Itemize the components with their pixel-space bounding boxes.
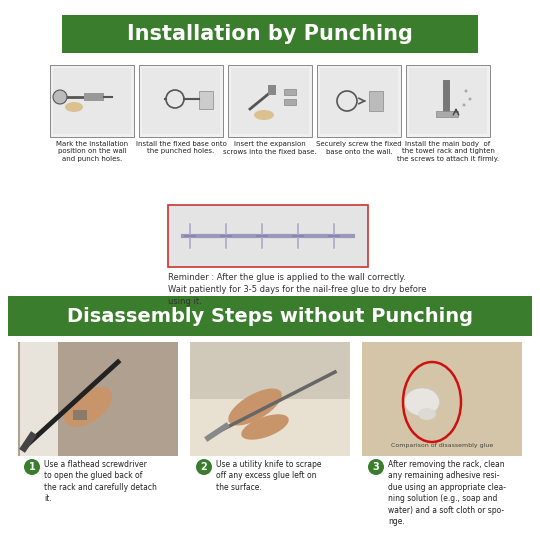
- Bar: [284, 89, 296, 95]
- Bar: [231, 68, 309, 134]
- Bar: [284, 99, 296, 105]
- Bar: [18, 342, 178, 456]
- Bar: [8, 296, 532, 336]
- Circle shape: [53, 90, 67, 104]
- Ellipse shape: [65, 102, 83, 112]
- Circle shape: [368, 459, 384, 475]
- Text: Insert the expansion
scrows into the fixed base.: Insert the expansion scrows into the fix…: [223, 141, 317, 154]
- Text: 1: 1: [29, 462, 36, 472]
- Text: Use a flathead screwdriver
to open the glued back of
the rack and carefully deta: Use a flathead screwdriver to open the g…: [44, 460, 157, 503]
- Text: 2: 2: [201, 462, 207, 472]
- Bar: [320, 68, 398, 134]
- Ellipse shape: [241, 414, 289, 440]
- Ellipse shape: [254, 110, 274, 120]
- Text: Reminder : After the glue is applied to the wall correctly.
Wait patiently for 3: Reminder : After the glue is applied to …: [168, 273, 427, 306]
- Bar: [190, 399, 350, 456]
- Bar: [317, 65, 401, 137]
- Bar: [84, 93, 104, 101]
- Bar: [73, 410, 87, 420]
- Bar: [409, 68, 487, 134]
- Bar: [268, 85, 276, 95]
- Circle shape: [462, 104, 465, 106]
- Bar: [228, 65, 312, 137]
- Circle shape: [24, 459, 40, 475]
- Text: 3: 3: [373, 462, 380, 472]
- Bar: [199, 91, 213, 109]
- Ellipse shape: [228, 388, 282, 426]
- Bar: [406, 65, 490, 137]
- Bar: [62, 15, 478, 53]
- Circle shape: [196, 459, 212, 475]
- Text: Install the main body  of
the towel rack and tighten
the screws to attach it fir: Install the main body of the towel rack …: [397, 141, 499, 162]
- Text: Mark the installation
position on the wall
and punch holes.: Mark the installation position on the wa…: [56, 141, 128, 162]
- Bar: [436, 111, 458, 117]
- Bar: [369, 91, 383, 111]
- Circle shape: [464, 90, 468, 92]
- Text: Disassembly Steps without Punching: Disassembly Steps without Punching: [67, 307, 473, 326]
- Circle shape: [469, 98, 471, 100]
- Text: Comparison of disassembly glue: Comparison of disassembly glue: [391, 443, 493, 448]
- Bar: [362, 342, 522, 456]
- Bar: [362, 342, 522, 456]
- Bar: [142, 68, 220, 134]
- Bar: [168, 205, 368, 267]
- Ellipse shape: [64, 387, 112, 427]
- Bar: [20, 342, 58, 456]
- Ellipse shape: [404, 388, 440, 416]
- Ellipse shape: [418, 408, 436, 420]
- Text: Use a utility knife to scrape
off any excess glue left on
the surface.: Use a utility knife to scrape off any ex…: [216, 460, 321, 492]
- Text: After removing the rack, clean
any remaining adhesive resi-
due using an appropr: After removing the rack, clean any remai…: [388, 460, 506, 526]
- Text: Install the fixed base onto
the punched holes.: Install the fixed base onto the punched …: [136, 141, 226, 154]
- Text: Installation by Punching: Installation by Punching: [127, 24, 413, 44]
- Bar: [53, 68, 131, 134]
- Text: Securely screw the fixed
base onto the wall.: Securely screw the fixed base onto the w…: [316, 141, 402, 154]
- Bar: [190, 342, 350, 456]
- Bar: [139, 65, 223, 137]
- Bar: [50, 65, 134, 137]
